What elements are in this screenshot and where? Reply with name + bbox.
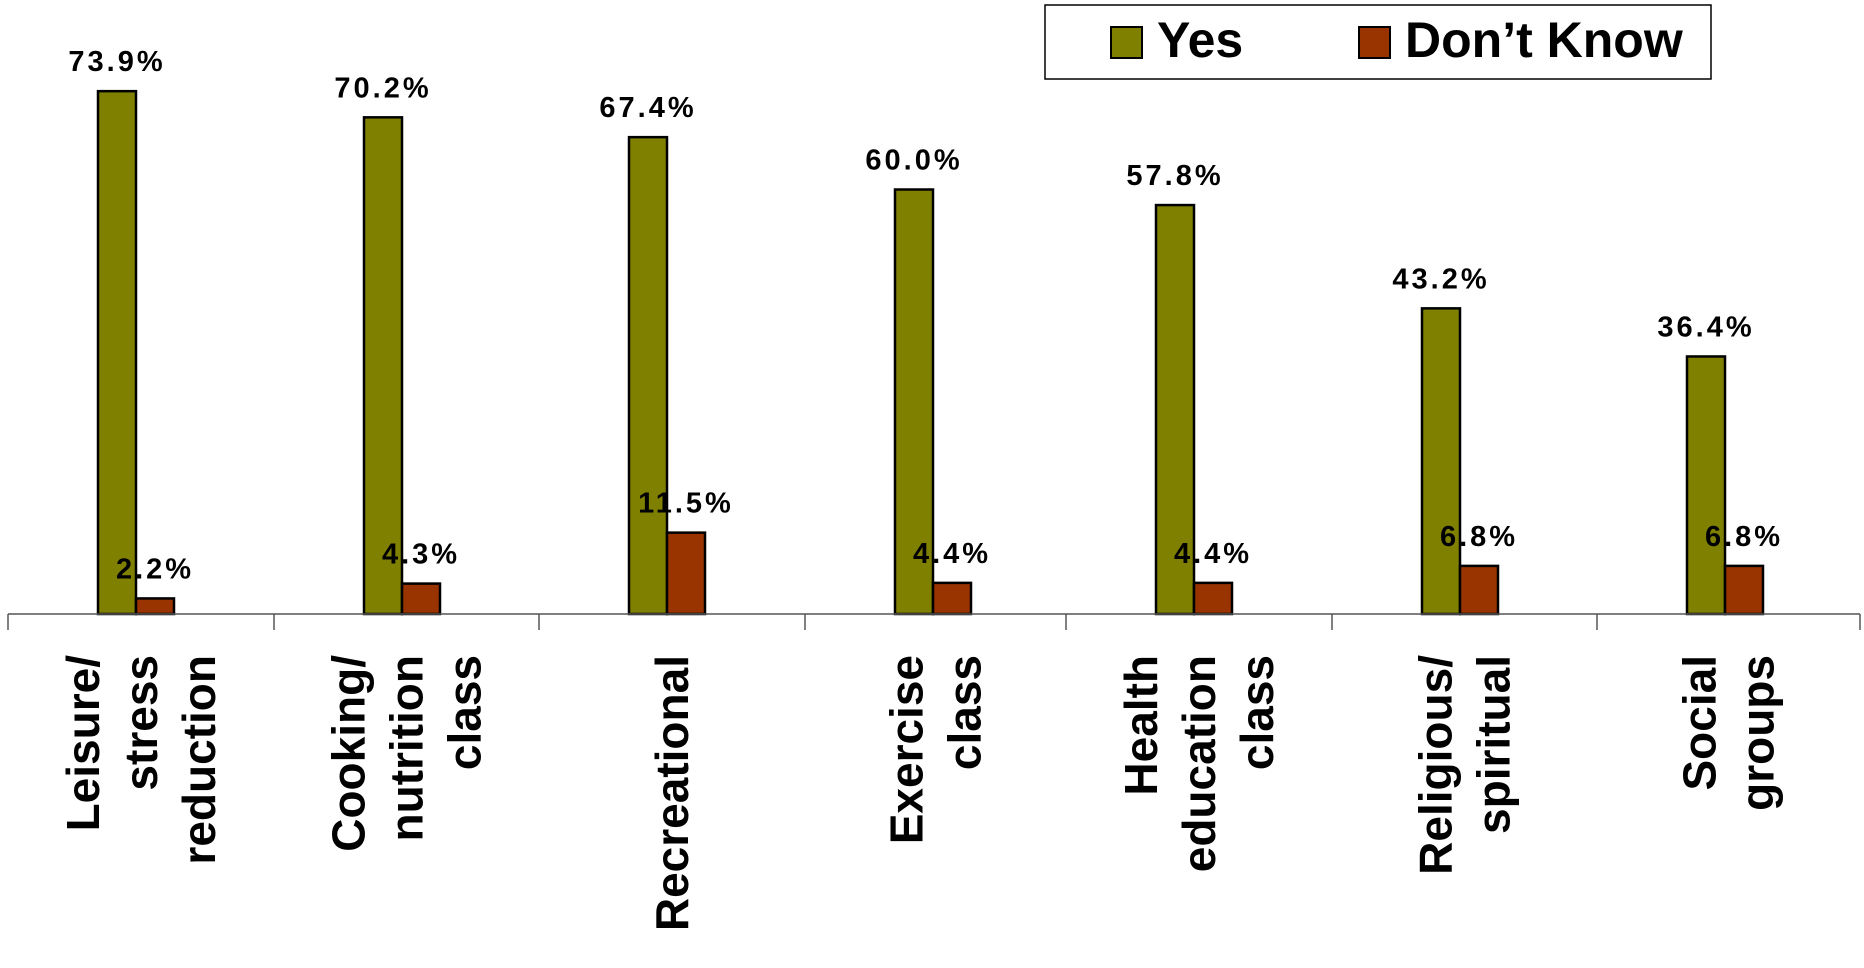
- category-label-line: education: [1173, 655, 1225, 872]
- bar-yes-2: [627, 135, 669, 616]
- legend-swatch-yes: [1110, 26, 1143, 59]
- category-label-line: groups: [1732, 655, 1784, 811]
- category-labels: Leisure/stress reduction Cooking/nutrition…: [57, 655, 1784, 931]
- category-label-1: Cooking/nutrition class: [323, 655, 491, 852]
- category-label-line: Religious/: [1410, 655, 1462, 875]
- category-label-line: spiritual: [1468, 655, 1520, 834]
- x-axis: [7, 613, 1861, 630]
- category-label-line: stress: [115, 655, 167, 791]
- bar-yes-5: [1420, 307, 1462, 616]
- bar-dont-know-1: [400, 582, 442, 616]
- data-label-yes-0: 73.9%: [68, 46, 165, 78]
- legend-swatch-dont-know: [1358, 26, 1391, 59]
- data-label-dont-know-2: 11.5%: [638, 488, 734, 520]
- bar-yes-1: [362, 116, 404, 616]
- data-label-dont-know-5: 6.8%: [1440, 521, 1518, 553]
- data-labels-layer: 73.9% 2.2% 70.2% 4.3% 67.4% 11.5% 60.0% 4.4% 57.…: [68, 46, 1783, 585]
- category-label-line: class: [939, 655, 991, 770]
- data-label-yes-4: 57.8%: [1126, 160, 1223, 192]
- bars-layer: [96, 89, 1765, 616]
- category-label-4: Health education class: [1115, 655, 1283, 872]
- category-label-line: reduction: [173, 655, 225, 865]
- bar-dont-know-6: [1723, 564, 1765, 616]
- category-label-3: Exercise class: [881, 655, 991, 844]
- data-label-yes-3: 60.0%: [865, 145, 962, 177]
- data-label-dont-know-1: 4.3%: [382, 539, 460, 571]
- category-label-line: Recreational: [646, 655, 698, 931]
- category-label-line: class: [439, 655, 491, 770]
- bar-dont-know-2: [665, 531, 707, 616]
- category-label-6: Social groups: [1674, 655, 1784, 811]
- data-label-dont-know-3: 4.4%: [913, 538, 991, 570]
- bar-yes-0: [96, 89, 138, 616]
- data-label-dont-know-4: 4.4%: [1174, 538, 1252, 570]
- legend-label-yes: Yes: [1157, 12, 1243, 68]
- bar-dont-know-4: [1192, 581, 1234, 616]
- data-label-dont-know-0: 2.2%: [116, 553, 194, 585]
- data-label-yes-6: 36.4%: [1657, 311, 1754, 343]
- category-label-0: Leisure/stress reduction: [57, 655, 225, 865]
- category-label-2: Recreational: [646, 655, 698, 931]
- data-label-yes-1: 70.2%: [334, 72, 431, 104]
- data-label-dont-know-6: 6.8%: [1705, 521, 1783, 553]
- category-label-line: Exercise: [881, 655, 933, 844]
- category-label-line: nutrition: [381, 655, 433, 842]
- category-label-line: Health: [1115, 655, 1167, 796]
- bar-dont-know-5: [1458, 564, 1500, 616]
- bar-dont-know-0: [134, 597, 176, 616]
- legend-label-dont-know: Don’t Know: [1405, 12, 1683, 68]
- legend: Yes Don’t Know: [1044, 4, 1712, 80]
- category-label-5: Religious/spiritual: [1410, 655, 1520, 875]
- data-label-yes-2: 67.4%: [599, 92, 696, 124]
- category-label-line: class: [1231, 655, 1283, 770]
- bar-yes-4: [1154, 203, 1196, 616]
- category-label-line: Leisure/: [57, 655, 109, 832]
- category-label-line: Social: [1674, 655, 1726, 791]
- data-label-yes-5: 43.2%: [1392, 263, 1489, 295]
- category-label-line: Cooking/: [323, 655, 375, 852]
- bar-yes-6: [1685, 355, 1727, 616]
- bar-dont-know-3: [931, 581, 973, 616]
